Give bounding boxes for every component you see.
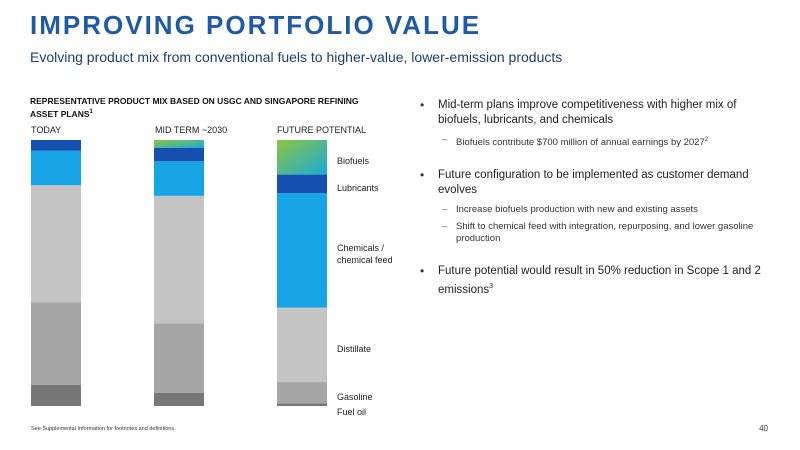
bar-today-gasoline	[31, 302, 81, 385]
chart-title-footnote-mark: 1	[89, 109, 93, 115]
bar-today-lubricants	[31, 140, 81, 151]
chart-title-text: REPRESENTATIVE PRODUCT MIX BASED ON USGC…	[30, 96, 359, 119]
segment-label-fuel-oil: Fuel oil	[337, 407, 367, 417]
page-subtitle: Evolving product mix from conventional f…	[30, 49, 563, 65]
bullet-2-sub-1: Increase biofuels production with new an…	[412, 204, 772, 216]
bar-mid-term-2030-chemicals-chemical-feed	[154, 161, 204, 196]
bar-future-potential-chemicals-chemical-feed	[277, 193, 327, 308]
segment-label-biofuels: Biofuels	[337, 156, 370, 167]
bar-today-fuel-oil	[31, 384, 81, 406]
segment-label-distillate: Distillate	[337, 343, 372, 354]
bullet-3: Future potential would result in 50% red…	[412, 264, 772, 298]
bar-future-potential-fuel-oil	[277, 403, 327, 406]
bar-today-chemicals-chemical-feed	[31, 150, 81, 186]
bar-mid-term-2030-biofuels	[154, 140, 204, 148]
bar-mid-term-2030-fuel-oil	[154, 392, 204, 406]
bar-mid-term-2030-distillate	[154, 195, 204, 324]
segment-label-gasoline: Gasoline	[337, 391, 373, 402]
category-label-today: TODAY	[31, 125, 62, 135]
bullet-2-sub-2: Shift to chemical feed with integration,…	[412, 221, 772, 245]
key-points: Mid-term plans improve competitiveness w…	[412, 98, 772, 304]
chart-title: REPRESENTATIVE PRODUCT MIX BASED ON USGC…	[30, 96, 360, 120]
bullet-1-sub-1: Biofuels contribute $700 million of annu…	[412, 134, 772, 149]
bar-future-potential-biofuels	[277, 140, 327, 175]
bar-future-potential-distillate	[277, 307, 327, 383]
category-label-future-potential: FUTURE POTENTIAL	[277, 125, 367, 135]
segment-label-lubricants: Lubricants	[337, 182, 379, 193]
bar-future-potential-gasoline	[277, 382, 327, 404]
footnote: See Supplemental Information for footnot…	[31, 426, 176, 432]
bar-mid-term-2030-gasoline	[154, 323, 204, 393]
page-number: 40	[759, 424, 768, 433]
bar-mid-term-2030-lubricants	[154, 147, 204, 162]
bar-today-distillate	[31, 185, 81, 303]
bullet-2: Future configuration to be implemented a…	[412, 168, 772, 198]
bullet-1: Mid-term plans improve competitiveness w…	[412, 98, 772, 128]
page-title: IMPROVING PORTFOLIO VALUE	[30, 10, 482, 40]
segment-label-chemicals-chemical-feed: Chemicals / chemical feed	[337, 243, 393, 266]
category-label-mid-term: MID TERM ~2030	[155, 125, 228, 135]
bar-future-potential-lubricants	[277, 174, 327, 194]
